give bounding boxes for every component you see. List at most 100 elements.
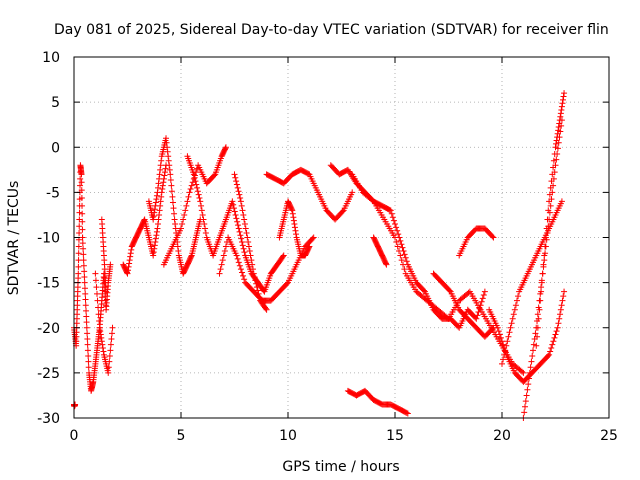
data-point bbox=[153, 232, 160, 239]
data-point bbox=[202, 225, 209, 232]
data-point bbox=[495, 328, 502, 335]
data-point bbox=[84, 341, 91, 348]
data-point bbox=[200, 216, 207, 223]
data-point bbox=[392, 220, 398, 227]
data-point bbox=[152, 235, 159, 242]
data-point bbox=[95, 311, 102, 318]
data-point bbox=[535, 315, 542, 322]
data-point bbox=[520, 369, 527, 376]
data-point bbox=[77, 182, 84, 189]
data-point bbox=[233, 252, 240, 259]
data-point bbox=[78, 195, 85, 202]
data-point bbox=[521, 409, 528, 416]
series-arc1 bbox=[71, 162, 86, 349]
data-point bbox=[546, 191, 553, 198]
data-point bbox=[560, 93, 567, 100]
data-point bbox=[525, 381, 532, 388]
data-point bbox=[546, 198, 553, 205]
data-point bbox=[548, 178, 555, 185]
data-point bbox=[500, 341, 507, 348]
data-point bbox=[81, 273, 88, 280]
data-point bbox=[446, 287, 453, 294]
data-point bbox=[153, 192, 160, 199]
data-point bbox=[560, 293, 567, 300]
data-point bbox=[108, 336, 115, 343]
data-point bbox=[291, 224, 298, 231]
data-point bbox=[230, 201, 237, 208]
data-point bbox=[84, 330, 91, 337]
y-tick-label: -15 bbox=[37, 276, 60, 292]
data-point bbox=[309, 235, 316, 242]
data-point bbox=[237, 266, 244, 273]
data-point bbox=[387, 207, 394, 214]
data-point bbox=[166, 162, 173, 169]
data-point bbox=[155, 216, 162, 223]
data-point bbox=[234, 184, 241, 191]
data-point bbox=[150, 216, 157, 223]
data-point bbox=[202, 229, 209, 236]
data-point bbox=[80, 257, 87, 264]
data-point bbox=[233, 181, 240, 188]
data-point bbox=[559, 297, 566, 304]
data-point bbox=[79, 240, 86, 247]
data-point bbox=[395, 231, 402, 238]
data-point bbox=[478, 298, 485, 305]
data-point bbox=[84, 336, 91, 343]
data-point bbox=[489, 233, 496, 240]
data-point bbox=[162, 165, 169, 172]
data-point bbox=[500, 356, 507, 363]
data-point bbox=[305, 244, 312, 251]
data-point bbox=[125, 263, 132, 270]
data-point bbox=[82, 290, 89, 297]
data-point bbox=[479, 295, 486, 302]
data-point bbox=[234, 255, 241, 262]
data-point bbox=[94, 290, 101, 297]
data-point bbox=[160, 179, 167, 186]
series-arc9 bbox=[184, 153, 287, 295]
data-point bbox=[218, 261, 225, 268]
data-point bbox=[171, 216, 178, 223]
data-point bbox=[96, 324, 103, 331]
data-point bbox=[169, 193, 176, 200]
data-point bbox=[552, 331, 559, 338]
x-axis-ticks: 0 5 10 15 20 25 bbox=[70, 57, 618, 444]
data-point bbox=[505, 333, 512, 340]
data-point bbox=[239, 207, 246, 214]
data-point bbox=[551, 334, 558, 341]
y-tick-label: 5 bbox=[51, 95, 60, 111]
data-point bbox=[106, 358, 113, 365]
data-point bbox=[152, 239, 159, 246]
data-point bbox=[394, 243, 401, 250]
series-arc14 bbox=[327, 162, 488, 331]
data-point bbox=[388, 210, 395, 217]
data-point bbox=[78, 187, 85, 194]
x-tick-label: 5 bbox=[177, 428, 186, 444]
series-arc19 bbox=[456, 225, 497, 259]
data-point bbox=[79, 226, 86, 233]
data-point bbox=[76, 229, 83, 236]
data-point bbox=[159, 185, 166, 192]
data-point bbox=[532, 330, 539, 337]
data-point bbox=[188, 182, 195, 189]
data-point bbox=[253, 280, 260, 287]
series-arc20 bbox=[486, 288, 568, 385]
data-point bbox=[153, 196, 160, 203]
data-point bbox=[178, 225, 184, 232]
data-point bbox=[497, 334, 504, 341]
data-point bbox=[444, 314, 451, 321]
data-point bbox=[234, 218, 241, 225]
data-point bbox=[237, 198, 244, 205]
data-point bbox=[292, 227, 299, 234]
data-point bbox=[75, 270, 82, 277]
data-point bbox=[158, 193, 165, 200]
data-point bbox=[501, 351, 508, 358]
data-point bbox=[398, 257, 405, 264]
data-point bbox=[256, 294, 263, 301]
data-point bbox=[98, 334, 105, 341]
data-point bbox=[236, 228, 243, 235]
data-point bbox=[182, 207, 189, 214]
data-point bbox=[248, 257, 255, 264]
data-point bbox=[506, 329, 513, 336]
data-point bbox=[382, 260, 389, 267]
data-point bbox=[553, 140, 560, 147]
